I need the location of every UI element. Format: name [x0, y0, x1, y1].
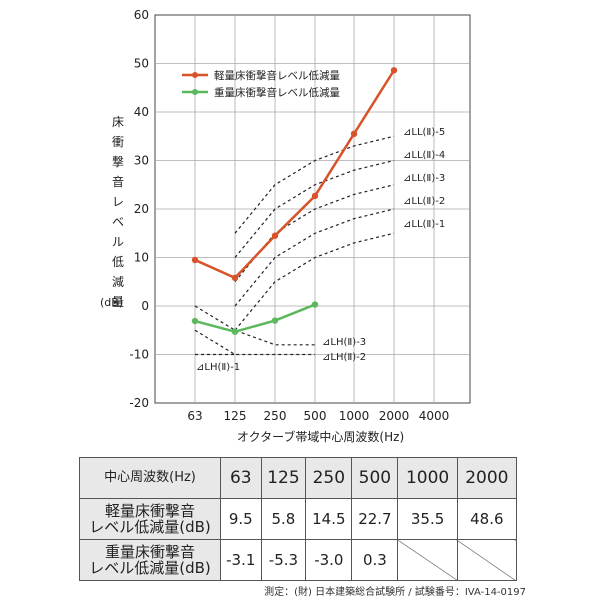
- x-tick-label: 63: [187, 409, 202, 423]
- data-point: [350, 130, 358, 138]
- reference-curve: [234, 208, 395, 307]
- table-cell-empty: [456, 539, 518, 581]
- reference-curve: [234, 135, 395, 234]
- reference-curve: [194, 329, 315, 356]
- legend-marker: [192, 89, 198, 95]
- legend-label: 軽量床衝撃音レベル低減量: [214, 69, 340, 82]
- y-axis-label-char: 減: [111, 275, 124, 289]
- table-cell: 35.5: [397, 498, 458, 540]
- table-header-row: 中心周波数(Hz) 63 125 250 500 1000 2000: [79, 457, 518, 499]
- x-tick-label: 500: [304, 409, 327, 423]
- reference-curve-label: ⊿LL(Ⅱ)-1: [403, 219, 445, 230]
- reference-curve-label: ⊿LL(Ⅱ)-4: [403, 150, 445, 161]
- reference-curve-label: ⊿LL(Ⅱ)-2: [403, 196, 445, 207]
- table-row-label-line: 軽量床衝撃音: [104, 502, 195, 520]
- y-axis-label-char: 撃: [111, 155, 124, 169]
- table-cell: 0.3: [351, 539, 399, 581]
- y-tick-label: 20: [134, 202, 149, 216]
- x-tick-label: 4000: [419, 409, 450, 423]
- table-row-label-line: レベル低減量(dB): [89, 559, 211, 577]
- data-table: 中心周波数(Hz) 63 125 250 500 1000 2000 軽量床衝撃…: [79, 457, 518, 581]
- table-cell: 5.8: [260, 498, 307, 540]
- table-cell: -3.1: [220, 539, 262, 581]
- y-axis-unit: (dB): [100, 296, 124, 309]
- y-tick-label: 50: [134, 57, 149, 71]
- reference-curve: [234, 159, 395, 258]
- y-tick-label: 40: [134, 105, 149, 119]
- data-point: [311, 192, 319, 200]
- table-header-cell: 2000: [456, 457, 518, 499]
- table-header-label: 中心周波数(Hz): [79, 457, 221, 499]
- data-point: [231, 328, 239, 335]
- y-tick-label: -20: [129, 396, 149, 410]
- table-header-cell: 250: [305, 457, 353, 499]
- data-point: [191, 317, 199, 325]
- y-axis-label: 床 衝 撃 音 レ ベ ル 低 減 量: [108, 112, 128, 312]
- y-tick-label: 60: [134, 8, 149, 22]
- table-cell-empty: [397, 539, 458, 581]
- y-axis-label-char: ル: [111, 235, 124, 249]
- y-axis-label-char: 量: [111, 295, 124, 309]
- table-row-label-line: レベル低減量(dB): [89, 518, 211, 536]
- table-header-cell: 1000: [397, 457, 458, 499]
- y-tick-label: 0: [141, 299, 149, 313]
- table-cell: 9.5: [220, 498, 262, 540]
- reference-curve-label: ⊿LH(Ⅱ)-3: [322, 337, 366, 348]
- table-row-label: 軽量床衝撃音 レベル低減量(dB): [79, 498, 221, 540]
- y-axis-label-char: ベ: [111, 215, 124, 229]
- data-point: [311, 301, 319, 308]
- data-point: [191, 256, 199, 264]
- y-axis-label-char: 低: [111, 255, 124, 269]
- table-header-cell: 125: [260, 457, 307, 499]
- table-header-cell: 500: [351, 457, 399, 499]
- data-point: [231, 274, 239, 282]
- table-cell: 14.5: [305, 498, 353, 540]
- x-axis-label: オクターブ帯域中心周波数(Hz): [237, 429, 404, 444]
- data-point: [271, 232, 279, 239]
- y-axis-label-char: 床: [111, 115, 124, 129]
- y-tick-label: 30: [134, 154, 149, 168]
- reference-curve-label: ⊿LL(Ⅱ)-3: [403, 173, 445, 184]
- data-point: [390, 67, 398, 74]
- table-header-cell: 63: [220, 457, 262, 499]
- reference-curve-label: ⊿LH(Ⅱ)-1: [196, 362, 240, 373]
- series-line: [194, 69, 396, 280]
- table-cell: 22.7: [351, 498, 399, 540]
- y-tick-label: 10: [134, 251, 149, 265]
- reference-curve: [234, 184, 395, 283]
- x-tick-label: 125: [224, 409, 247, 423]
- table-cell: 48.6: [456, 498, 518, 540]
- table-cell: -3.0: [305, 539, 353, 581]
- reference-curve-label: ⊿LH(Ⅱ)-2: [322, 352, 366, 363]
- y-tick-label: -10: [129, 348, 149, 362]
- reference-curve: [234, 232, 395, 331]
- series-line: [194, 303, 316, 334]
- legend-marker: [192, 72, 198, 78]
- reference-curve: [194, 305, 315, 346]
- table-cell: -5.3: [260, 539, 307, 581]
- y-axis-label-char: 音: [111, 175, 124, 189]
- table-row: 軽量床衝撃音 レベル低減量(dB) 9.5 5.8 14.5 22.7 35.5…: [79, 498, 518, 540]
- line-chart: 60 50 40 30 20 10 0 -10 -20 63 125 250 500 1000 2000 40…: [129, 8, 471, 444]
- table-row: 重量床衝撃音 レベル低減量(dB) -3.1 -5.3 -3.0 0.3: [79, 539, 518, 581]
- table-row-label-line: 重量床衝撃音: [104, 543, 195, 561]
- table-row-label: 重量床衝撃音 レベル低減量(dB): [79, 539, 221, 581]
- x-tick-label: 250: [264, 409, 287, 423]
- x-tick-label: 2000: [379, 409, 410, 423]
- y-axis-label-char: 衝: [111, 135, 124, 149]
- x-tick-label: 1000: [339, 409, 370, 423]
- y-axis-label-char: レ: [111, 195, 124, 209]
- reference-curve-label: ⊿LL(Ⅱ)-5: [403, 127, 445, 138]
- footnote: 測定：(財) 日本建築総合試験所 / 試験番号：IVA-14-0197: [264, 587, 526, 598]
- legend-label: 重量床衝撃音レベル低減量: [214, 86, 340, 99]
- data-point: [271, 317, 279, 324]
